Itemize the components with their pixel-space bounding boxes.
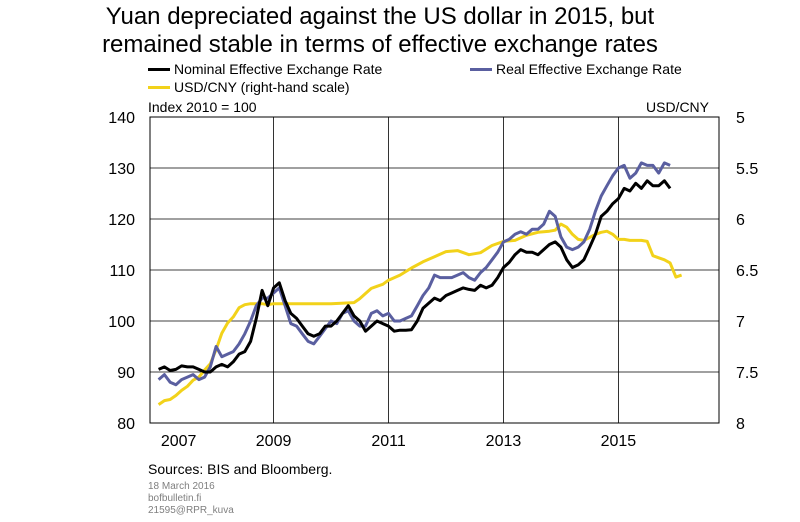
right-tick-label-8: 8 xyxy=(736,416,745,433)
chart-title-line1: Yuan depreciated against the US dollar i… xyxy=(105,3,655,30)
series-line-neer xyxy=(158,179,672,374)
right-tick-label-6: 6 xyxy=(736,212,745,229)
series-line-usdcny xyxy=(157,222,683,406)
frame-layer xyxy=(149,116,720,424)
sources-note: Sources: BIS and Bloomberg. xyxy=(148,461,333,477)
right-tick-label-7: 7 xyxy=(736,314,745,331)
grid-layer xyxy=(150,117,719,423)
right-tick-label-5.5: 5.5 xyxy=(736,161,758,178)
legend-usdcny-swatch xyxy=(148,85,170,89)
x-tick-label-2007: 2007 xyxy=(161,433,197,450)
left-tick-label-80: 80 xyxy=(117,416,135,433)
legend-neer-swatch xyxy=(148,67,170,71)
x-tick-label-2009: 2009 xyxy=(256,433,292,450)
legend-reer-swatch xyxy=(470,67,492,71)
left-tick-label-90: 90 xyxy=(117,365,135,382)
left-axis-label: Index 2010 = 100 xyxy=(148,99,257,115)
legend-neer-label: Nominal Effective Exchange Rate xyxy=(174,61,383,77)
series-line-reer xyxy=(157,161,671,387)
left-tick-label-140: 140 xyxy=(108,110,135,127)
right-axis-label: USD/CNY xyxy=(646,99,710,115)
right-tick-label-6.5: 6.5 xyxy=(736,263,758,280)
x-tick-label-2011: 2011 xyxy=(371,433,406,450)
site-note: bofbulletin.fi xyxy=(148,493,202,504)
right-tick-label-5: 5 xyxy=(736,110,745,127)
left-tick-label-130: 130 xyxy=(108,161,135,178)
x-tick-label-2015: 2015 xyxy=(601,433,637,450)
chart-title-line2: remained stable in terms of effective ex… xyxy=(102,31,658,58)
code-note: 21595@RPR_kuva xyxy=(148,505,234,516)
legend-usdcny: USD/CNY (right-hand scale) xyxy=(148,79,350,95)
right-tick-label-7.5: 7.5 xyxy=(736,365,758,382)
legend-usdcny-label: USD/CNY (right-hand scale) xyxy=(174,79,350,95)
legend-reer-label: Real Effective Exchange Rate xyxy=(496,61,682,77)
series-layer xyxy=(157,161,683,406)
legend-reer: Real Effective Exchange Rate xyxy=(470,61,682,77)
left-tick-label-120: 120 xyxy=(108,212,135,229)
date-note: 18 March 2016 xyxy=(148,481,215,492)
x-tick-label-2013: 2013 xyxy=(486,433,522,450)
left-tick-label-110: 110 xyxy=(109,263,135,280)
plot-frame xyxy=(149,116,720,424)
left-tick-label-100: 100 xyxy=(108,314,135,331)
legend-neer: Nominal Effective Exchange Rate xyxy=(148,61,382,77)
tick-layer: 80 90 100 110 120 130 140 8 7.5 7 6.5 6 5.5 5 2007 2009… xyxy=(108,110,758,450)
